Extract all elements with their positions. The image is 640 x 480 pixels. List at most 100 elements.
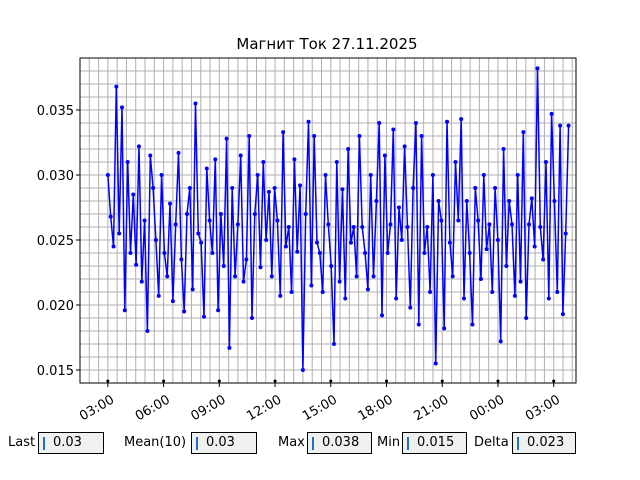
max-label: Max (278, 435, 305, 450)
data-point (185, 212, 190, 216)
y-tick-label: 0.015 (37, 364, 74, 379)
data-point (303, 212, 308, 216)
data-point (371, 274, 376, 279)
data-point (461, 296, 466, 301)
x-tick-label: 18:00 (356, 392, 396, 424)
delta-value-field[interactable]: 0.023 (512, 432, 576, 454)
data-point (405, 225, 410, 229)
plot-frame (79, 57, 577, 384)
data-point (199, 240, 204, 245)
data-point (196, 231, 201, 236)
data-point (165, 274, 170, 279)
mean-label: Mean(10) (124, 435, 187, 450)
data-point (382, 153, 387, 158)
x-tick-marker (106, 379, 110, 383)
x-tick-label: 03:00 (523, 392, 563, 424)
text-cursor-icon (312, 437, 314, 450)
data-point (176, 150, 181, 155)
x-tick-label: 00:00 (467, 392, 507, 424)
data-point (476, 218, 481, 223)
data-point (419, 134, 424, 138)
data-point (247, 134, 252, 138)
data-point (213, 157, 218, 162)
data-point (422, 251, 427, 255)
y-tick-label: 0.025 (37, 234, 74, 249)
min-value: 0.015 (417, 435, 455, 450)
data-point (111, 244, 116, 249)
data-point (467, 251, 472, 255)
data-point (134, 262, 139, 267)
data-point (512, 293, 517, 298)
y-tick-label: 0.030 (37, 169, 74, 184)
data-point (145, 329, 150, 333)
data-point (258, 265, 263, 270)
data-point (566, 123, 571, 128)
x-tick-label: 03:00 (77, 392, 117, 424)
data-point (365, 287, 370, 292)
data-point (515, 173, 520, 177)
data-point (292, 157, 297, 162)
text-cursor-icon (43, 437, 45, 450)
data-point (337, 279, 342, 284)
min-value-field[interactable]: 0.015 (402, 432, 467, 454)
text-cursor-icon (196, 437, 198, 450)
data-point (442, 326, 447, 331)
data-point (201, 314, 206, 319)
data-point (179, 257, 184, 262)
data-point (346, 147, 351, 151)
data-point (216, 308, 221, 313)
data-point (250, 316, 255, 320)
data-point (493, 186, 498, 190)
data-point (399, 238, 404, 242)
data-point (230, 186, 235, 190)
y-tick-label: 0.035 (37, 104, 74, 119)
data-point (190, 287, 195, 292)
data-point (298, 183, 303, 188)
data-point (162, 251, 167, 255)
data-point (173, 222, 178, 227)
text-cursor-icon (517, 437, 519, 450)
data-point (119, 105, 124, 110)
data-point (473, 186, 478, 190)
data-point (331, 342, 336, 346)
data-point (210, 251, 215, 255)
data-point (391, 127, 396, 132)
data-point (552, 199, 557, 203)
data-point (487, 222, 492, 227)
data-point (430, 173, 435, 177)
data-point (168, 201, 173, 206)
data-point (139, 279, 144, 284)
data-point (323, 173, 328, 177)
data-point (459, 117, 464, 122)
data-point (498, 339, 503, 344)
data-point (227, 345, 232, 350)
data-point (182, 309, 187, 314)
data-point (286, 225, 291, 229)
data-point (532, 244, 537, 249)
last-value-field[interactable]: 0.03 (38, 432, 104, 454)
data-point (408, 305, 413, 310)
data-point (445, 119, 450, 124)
data-point (289, 290, 294, 294)
min-label: Min (377, 435, 401, 450)
data-point (204, 166, 209, 171)
data-point (235, 222, 240, 227)
data-point (495, 238, 500, 242)
mean-value-field[interactable]: 0.03 (191, 432, 257, 454)
data-point (518, 279, 523, 284)
data-point (507, 199, 512, 203)
data-point (295, 249, 300, 254)
x-tick-label: 09:00 (189, 392, 229, 424)
data-point (326, 222, 331, 227)
data-point (233, 274, 238, 279)
data-point (453, 160, 458, 164)
data-point (413, 121, 418, 125)
max-value-field[interactable]: 0.038 (307, 432, 372, 454)
data-point (541, 257, 546, 262)
x-tick-marker (496, 379, 500, 383)
data-point (396, 205, 401, 210)
data-point (125, 160, 130, 164)
data-point (501, 147, 506, 151)
data-point (481, 173, 486, 177)
data-point (560, 312, 565, 317)
